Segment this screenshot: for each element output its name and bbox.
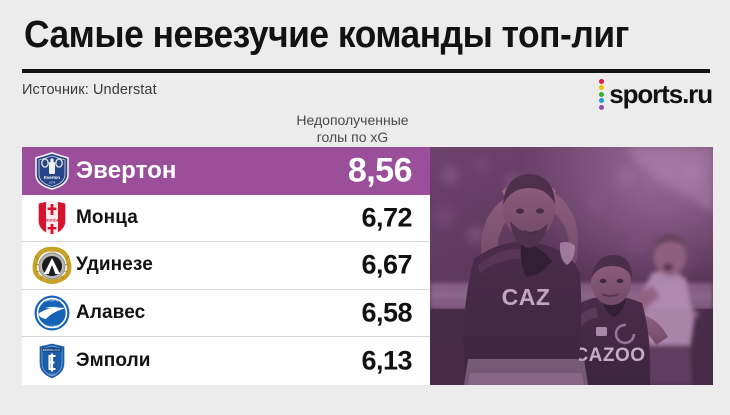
- monza-crest-icon: MONZA: [30, 198, 74, 238]
- team-name: Эмполи: [76, 350, 151, 372]
- empoli-crest-icon: EMPOLI F.C. 1920: [30, 341, 74, 381]
- team-value: 8,56: [347, 151, 413, 190]
- team-name: Удинезе: [76, 254, 153, 276]
- table-row[interactable]: Everton 1878 Эвертон 8,56: [22, 147, 430, 195]
- logo-dot-2: [599, 85, 605, 90]
- svg-text:Everton: Everton: [44, 175, 60, 180]
- svg-text:DEPORTIVO: DEPORTIVO: [43, 299, 62, 303]
- logo-dot-5: [599, 104, 605, 110]
- table-row[interactable]: EMPOLI F.C. 1920 Эмполи 6,13: [22, 337, 430, 385]
- column-header-xg: Недополученные голы по xG: [296, 112, 409, 145]
- table-row[interactable]: MONZA Монца 6,72: [22, 194, 430, 243]
- svg-text:MONZA: MONZA: [45, 218, 59, 222]
- logo-dot-3: [599, 91, 605, 97]
- page-title: Самые невезучие команды топ-лиг: [24, 14, 629, 56]
- team-value: 6,58: [361, 297, 412, 328]
- source-label: Источник: Understat: [22, 82, 157, 98]
- header-divider: [22, 69, 710, 73]
- alaves-crest-icon: DEPORTIVO ALAVES: [30, 293, 74, 333]
- team-value: 6,72: [361, 202, 412, 233]
- udinese-crest-icon: 1896: [30, 245, 74, 285]
- team-value: 6,13: [361, 345, 412, 376]
- photo-illustration-icon: CAZOO: [430, 147, 713, 385]
- everton-crest-icon: Everton 1878: [30, 151, 74, 191]
- logo-dot-1: [599, 78, 605, 84]
- svg-text:1878: 1878: [49, 180, 56, 184]
- team-name: Алавес: [76, 302, 146, 324]
- svg-text:1920: 1920: [49, 373, 56, 377]
- sports-ru-logo: sports.ru: [599, 78, 713, 110]
- svg-text:ALAVES: ALAVES: [46, 325, 60, 329]
- table-row[interactable]: 1896 Удинезе 6,67: [22, 242, 430, 290]
- logo-dot-4: [599, 98, 605, 103]
- ranking-table: Everton 1878 Эвертон 8,56 MONZA: [22, 147, 430, 385]
- table-row[interactable]: DEPORTIVO ALAVES Алавес 6,58: [22, 289, 430, 338]
- header: Самые невезучие команды топ-лиг Источник…: [0, 0, 730, 145]
- team-photo: CAZOO: [430, 147, 713, 385]
- logo-dots-icon: [599, 78, 605, 110]
- svg-text:EMPOLI F.C.: EMPOLI F.C.: [43, 348, 61, 352]
- team-name: Эвертон: [76, 156, 177, 184]
- team-value: 6,67: [361, 249, 412, 280]
- svg-text:1896: 1896: [48, 250, 56, 254]
- logo-wordmark: sports.ru: [609, 79, 713, 109]
- team-name: Монца: [76, 206, 138, 228]
